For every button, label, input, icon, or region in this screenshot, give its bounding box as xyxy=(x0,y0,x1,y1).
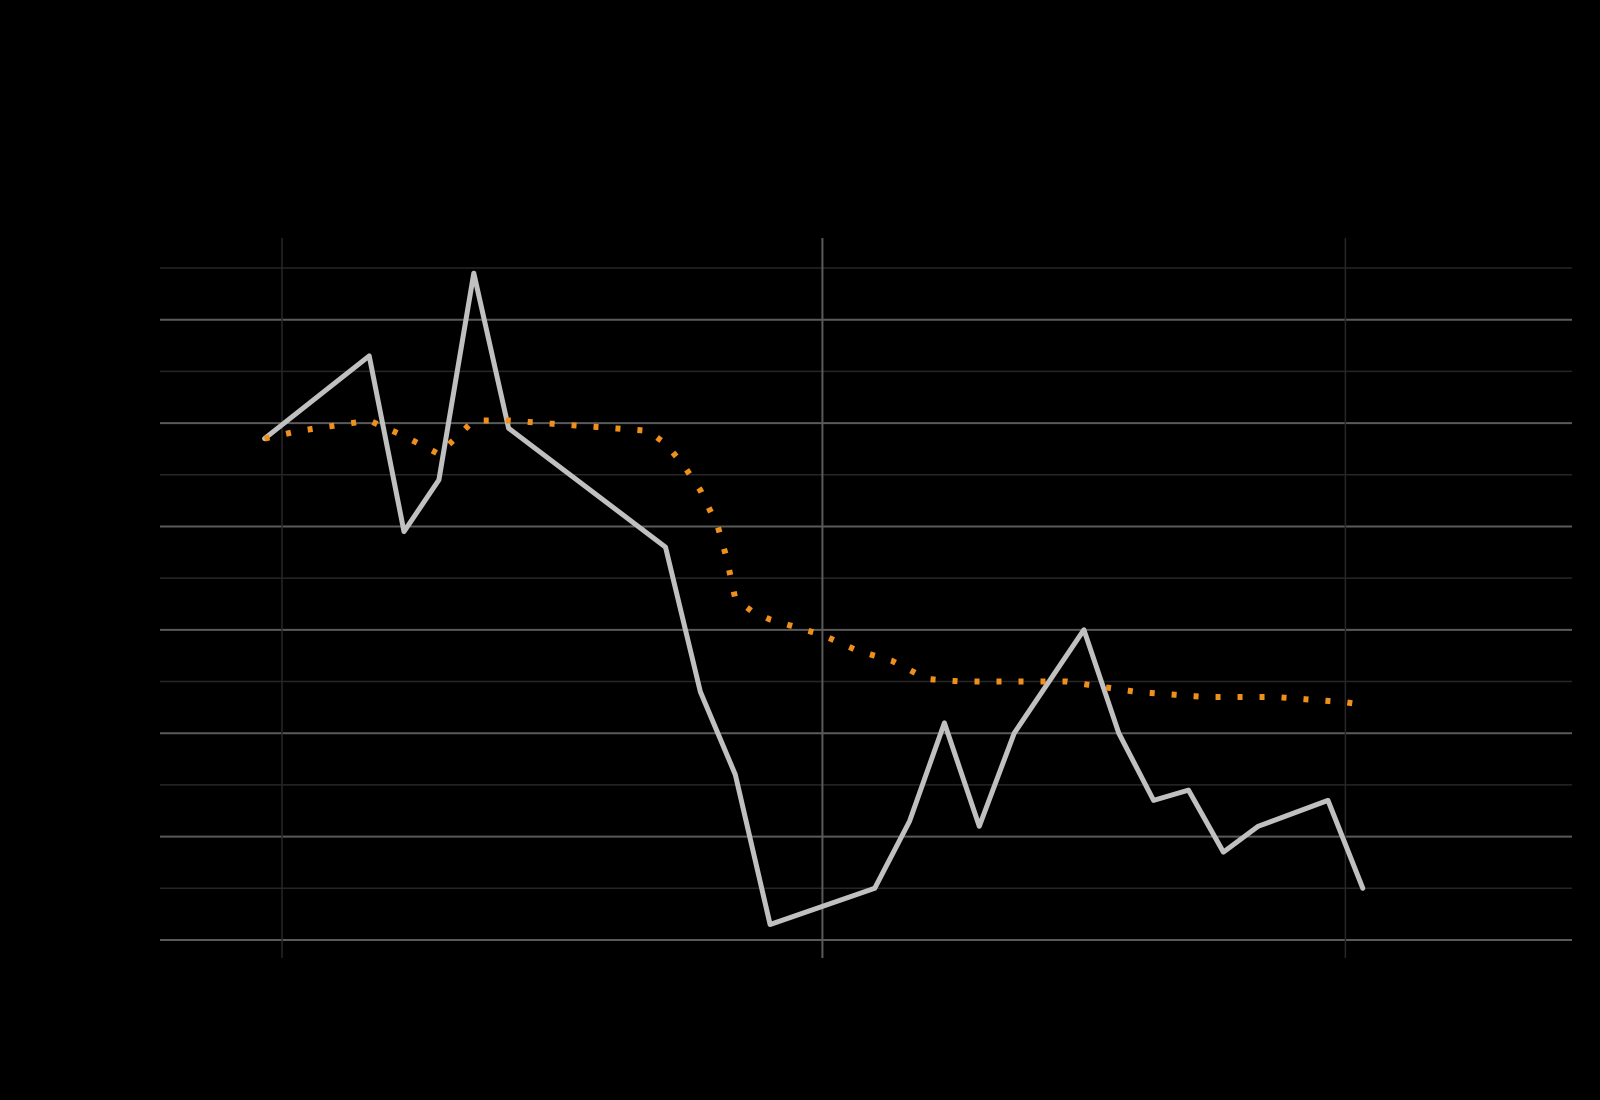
series-line-0 xyxy=(262,270,1366,927)
major-gridlines xyxy=(160,238,1572,958)
series-line-1 xyxy=(263,417,1364,708)
data-series xyxy=(262,270,1366,927)
minor-gridlines xyxy=(160,267,1572,890)
